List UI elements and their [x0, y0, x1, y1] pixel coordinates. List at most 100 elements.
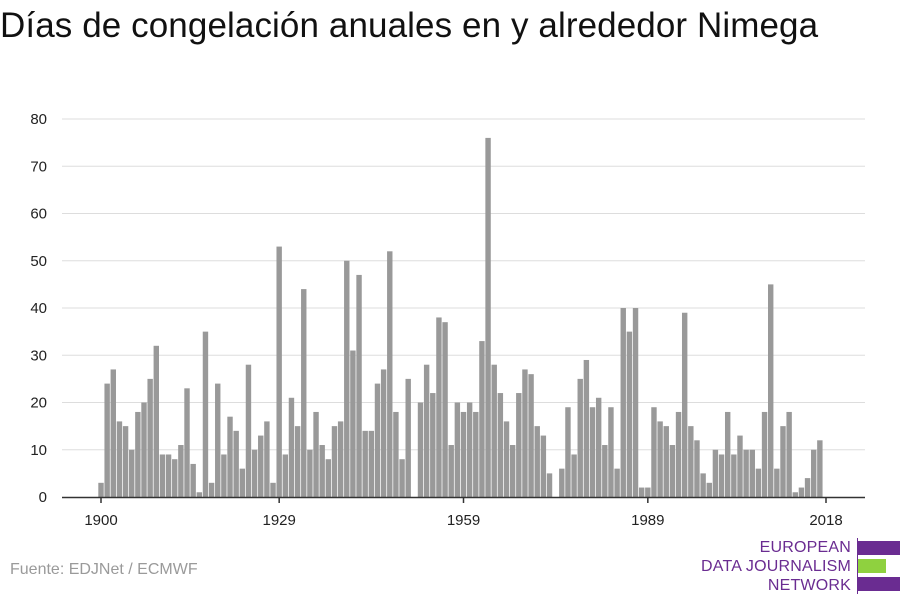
bar-1930 — [282, 454, 289, 497]
bar-1959 — [460, 411, 467, 497]
x-tick-label: 1900 — [84, 512, 117, 529]
bar-1983 — [608, 407, 614, 497]
bar-1935 — [313, 411, 319, 497]
bar-1980 — [589, 407, 596, 497]
bar-1999 — [706, 482, 712, 497]
bar-2000 — [712, 449, 719, 497]
bar-1956 — [442, 322, 448, 497]
bar-2001 — [718, 454, 725, 497]
bar-1991 — [657, 421, 663, 497]
bar-1929 — [276, 246, 282, 497]
bar-1993 — [669, 445, 676, 497]
bar-1979 — [583, 359, 590, 497]
bar-2010 — [774, 468, 780, 497]
bar-1948 — [393, 411, 399, 497]
bar-1970 — [528, 374, 534, 497]
bars — [98, 137, 823, 498]
logo-bar-top — [858, 541, 900, 555]
bar-2005 — [743, 449, 749, 497]
bar-1954 — [430, 393, 436, 497]
bar-1987 — [632, 308, 639, 497]
bar-1938 — [331, 426, 338, 498]
x-tick-label: 1989 — [631, 512, 664, 529]
bar-1953 — [423, 364, 430, 497]
bar-1924 — [245, 364, 252, 497]
bar-1913 — [178, 445, 184, 497]
bar-1902 — [110, 369, 116, 497]
bar-2013 — [792, 492, 798, 497]
bar-1997 — [694, 440, 700, 497]
bar-1923 — [239, 468, 246, 497]
bar-2015 — [804, 478, 811, 497]
bar-1917 — [202, 331, 209, 498]
bar-1906 — [135, 411, 141, 497]
bar-1968 — [516, 393, 522, 497]
bar-1994 — [675, 411, 682, 497]
bar-1989 — [645, 487, 651, 497]
bar-1908 — [147, 378, 153, 498]
bar-1904 — [122, 426, 129, 498]
logo-divider — [857, 538, 858, 594]
bar-1995 — [681, 312, 688, 497]
bar-1988 — [638, 487, 645, 497]
bar-1949 — [399, 459, 405, 497]
bar-1996 — [688, 426, 694, 498]
bar-2016 — [811, 449, 817, 497]
bar-1961 — [473, 411, 479, 497]
bar-1950 — [405, 378, 411, 498]
bar-1925 — [251, 449, 258, 497]
bar-1932 — [294, 426, 301, 498]
bar-1977 — [571, 454, 577, 497]
bar-1971 — [534, 426, 540, 498]
bar-1985 — [620, 308, 626, 497]
y-tick-label: 0 — [39, 489, 47, 506]
bar-1955 — [436, 317, 442, 497]
bar-1947 — [387, 251, 393, 497]
bar-2004 — [737, 435, 743, 497]
bar-1936 — [319, 445, 325, 497]
bar-1916 — [196, 492, 203, 497]
bar-1981 — [595, 397, 602, 497]
bar-1942 — [356, 274, 362, 497]
bar-1975 — [559, 468, 565, 497]
bar-1907 — [141, 402, 147, 497]
bar-2008 — [761, 411, 768, 497]
bar-1914 — [184, 388, 190, 497]
bar-1928 — [270, 482, 276, 497]
chart-title: Días de congelación anuales en y alreded… — [0, 6, 819, 45]
bar-2007 — [755, 468, 762, 497]
y-tick-label: 50 — [30, 253, 47, 270]
bar-2006 — [749, 449, 755, 497]
bar-1922 — [233, 430, 239, 497]
logo-text: EUROPEAN DATA JOURNALISM NETWORK — [701, 538, 851, 595]
bar-1964 — [491, 364, 497, 497]
bar-1927 — [264, 421, 270, 497]
bar-1941 — [350, 350, 356, 497]
bar-1931 — [288, 397, 295, 497]
bar-1911 — [165, 454, 172, 497]
y-tick-label: 60 — [30, 206, 47, 223]
x-tick-label: 1929 — [262, 512, 295, 529]
logo-bar-bottom — [858, 577, 900, 591]
bar-1944 — [368, 430, 375, 497]
bar-1957 — [448, 445, 454, 497]
y-tick-label: 40 — [30, 300, 47, 317]
bar-1933 — [301, 289, 307, 497]
bar-1939 — [337, 421, 344, 497]
bar-1912 — [172, 459, 178, 497]
bar-1919 — [215, 383, 221, 497]
bar-1946 — [380, 369, 387, 497]
bar-1921 — [227, 416, 233, 497]
logo-line-2: DATA JOURNALISM — [701, 558, 851, 575]
edjnet-logo: EUROPEAN DATA JOURNALISM NETWORK — [701, 538, 900, 594]
bar-1945 — [374, 383, 381, 497]
source-note: Fuente: EDJNet / ECMWF — [10, 561, 198, 578]
grid-lines — [62, 118, 865, 451]
bar-1984 — [614, 468, 620, 497]
bar-2017 — [817, 440, 823, 497]
bar-1972 — [540, 435, 547, 497]
y-tick-label: 20 — [30, 395, 47, 412]
bar-1976 — [565, 407, 571, 497]
bar-1978 — [577, 378, 583, 498]
bar-2003 — [731, 454, 737, 497]
